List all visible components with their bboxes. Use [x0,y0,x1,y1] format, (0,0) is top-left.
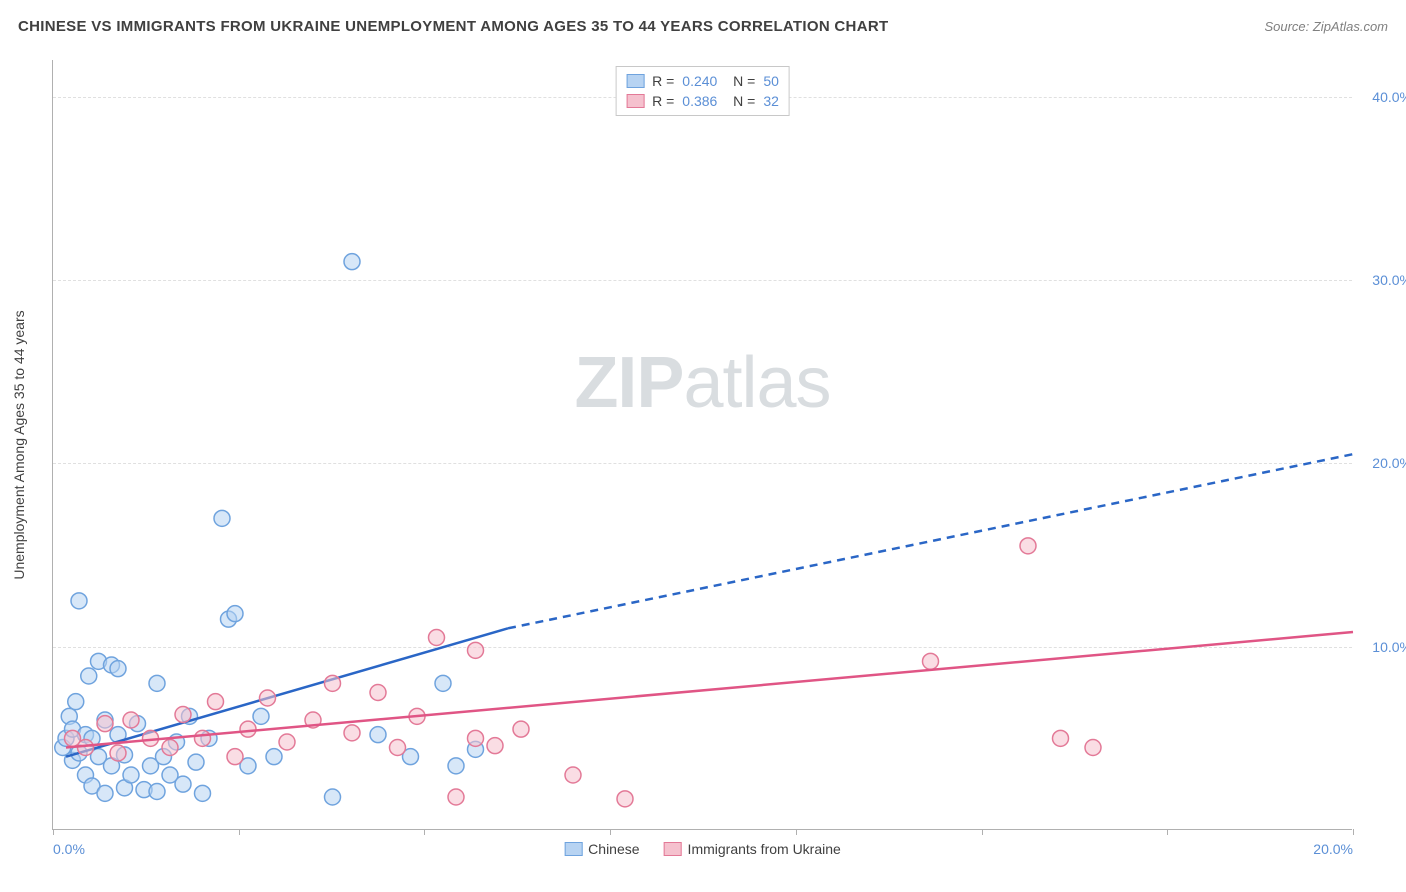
legend-row-2: R = 0.386 N = 32 [626,91,779,111]
data-point [448,758,464,774]
data-point [468,730,484,746]
data-point [260,690,276,706]
data-point [448,789,464,805]
data-point [325,675,341,691]
data-point [149,675,165,691]
data-point [266,749,282,765]
data-point [81,668,97,684]
y-tick-label: 20.0% [1372,455,1406,471]
x-tick-label: 20.0% [1313,841,1353,857]
data-point [68,694,84,710]
legend-r-label: R = [652,93,674,109]
data-point [923,653,939,669]
data-point [344,254,360,270]
legend-correlation: R = 0.240 N = 50 R = 0.386 N = 32 [615,66,790,116]
data-point [1020,538,1036,554]
x-tick [1353,829,1354,835]
data-point [208,694,224,710]
chart-area: Unemployment Among Ages 35 to 44 years Z… [52,60,1352,830]
data-point [370,685,386,701]
data-point [162,740,178,756]
x-tick [610,829,611,835]
legend-label-1: Chinese [588,841,639,857]
x-tick-label: 0.0% [53,841,85,857]
data-point [513,721,529,737]
x-tick [1167,829,1168,835]
data-point [149,784,165,800]
x-tick [53,829,54,835]
data-point [97,785,113,801]
legend-label-2: Immigrants from Ukraine [688,841,841,857]
legend-item-2: Immigrants from Ukraine [664,841,841,857]
legend-r-value-1: 0.240 [682,73,717,89]
swatch-icon [664,842,682,856]
data-point [487,738,503,754]
data-point [370,727,386,743]
trend-line [66,632,1353,748]
y-axis-label: Unemployment Among Ages 35 to 44 years [11,310,27,579]
data-point [123,767,139,783]
data-point [227,749,243,765]
data-point [565,767,581,783]
legend-n-value-2: 32 [763,93,779,109]
data-point [71,593,87,609]
data-point [468,642,484,658]
data-point [279,734,295,750]
data-point [617,791,633,807]
trend-line-extrapolated [508,454,1353,628]
legend-r-label: R = [652,73,674,89]
data-point [97,716,113,732]
legend-series: Chinese Immigrants from Ukraine [564,841,841,857]
x-tick [982,829,983,835]
x-tick [796,829,797,835]
data-point [1053,730,1069,746]
title-bar: CHINESE VS IMMIGRANTS FROM UKRAINE UNEMP… [18,18,1388,35]
data-point [110,745,126,761]
legend-row-1: R = 0.240 N = 50 [626,71,779,91]
source-label: Source: ZipAtlas.com [1264,19,1388,34]
data-point [110,661,126,677]
legend-n-value-1: 50 [763,73,779,89]
data-point [344,725,360,741]
data-point [1085,740,1101,756]
data-point [175,776,191,792]
data-point [123,712,139,728]
data-point [188,754,204,770]
y-tick-label: 40.0% [1372,89,1406,105]
scatter-plot [53,60,1352,829]
data-point [175,707,191,723]
data-point [214,510,230,526]
chart-title: CHINESE VS IMMIGRANTS FROM UKRAINE UNEMP… [18,18,888,35]
swatch-icon [564,842,582,856]
legend-n-label: N = [725,93,755,109]
swatch-series-2 [626,94,644,108]
x-tick [424,829,425,835]
legend-r-value-2: 0.386 [682,93,717,109]
swatch-series-1 [626,74,644,88]
legend-item-1: Chinese [564,841,639,857]
data-point [435,675,451,691]
y-tick-label: 30.0% [1372,272,1406,288]
legend-n-label: N = [725,73,755,89]
y-tick-label: 10.0% [1372,639,1406,655]
x-tick [239,829,240,835]
data-point [195,785,211,801]
data-point [240,721,256,737]
data-point [390,740,406,756]
data-point [195,730,211,746]
data-point [253,708,269,724]
data-point [429,630,445,646]
data-point [227,606,243,622]
data-point [325,789,341,805]
